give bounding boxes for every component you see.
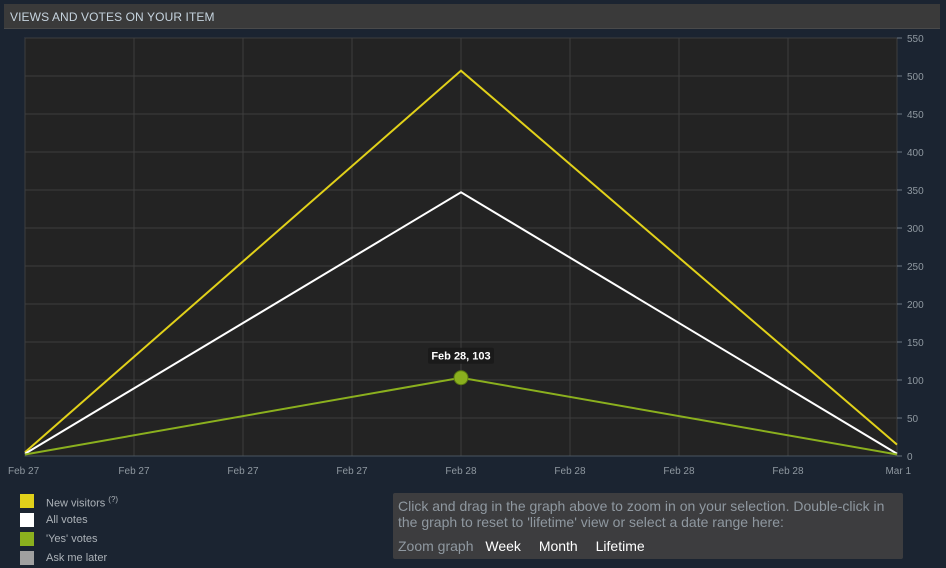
y-tick-label: 500: [907, 72, 924, 83]
legend-swatch: [20, 513, 34, 527]
legend-swatch: [20, 494, 34, 508]
legend-label: 'Yes' votes: [46, 533, 98, 545]
y-tick-label: 300: [907, 224, 924, 235]
zoom-panel: Click and drag in the graph above to zoo…: [393, 493, 903, 559]
zoom-instructions: Click and drag in the graph above to zoo…: [398, 498, 885, 530]
zoom-month-link[interactable]: Month: [538, 538, 578, 554]
series-line: [24, 69, 898, 453]
y-tick-label: 50: [907, 414, 919, 425]
y-tick-label: 550: [907, 34, 924, 45]
views-votes-chart[interactable]: 0 50 100 150 200 250 300 350 400 450 500 550 Feb 27 F…: [0, 28, 946, 478]
x-tick-label: Mar 1: [885, 466, 911, 477]
y-tick-label: 200: [907, 300, 924, 311]
x-tick-label: Feb 28: [772, 466, 804, 477]
x-tick-label: Feb 28: [445, 466, 477, 477]
tooltip-label: Feb 28, 103: [431, 351, 490, 363]
legend-label: All votes: [46, 514, 88, 526]
zoom-lifetime-link[interactable]: Lifetime: [595, 538, 645, 554]
y-tick-label: 350: [907, 186, 924, 197]
zoom-label: Zoom graph: [398, 538, 474, 554]
panel-title: VIEWS AND VOTES ON YOUR ITEM: [10, 10, 215, 24]
zoom-week-link[interactable]: Week: [485, 538, 521, 554]
y-tick-label: 400: [907, 148, 924, 159]
tooltip-box: [428, 347, 494, 364]
x-tick-label: Feb 27: [336, 466, 368, 477]
legend-label: New visitors: [46, 497, 106, 510]
y-tick-label: 100: [907, 376, 924, 387]
y-tick-label: 0: [907, 452, 913, 463]
x-tick-label: Feb 28: [663, 466, 695, 477]
x-tick-label: Feb 28: [554, 466, 586, 477]
panel-header: VIEWS AND VOTES ON YOUR ITEM: [4, 4, 940, 29]
y-tick-label: 150: [907, 338, 924, 349]
highlight-point: [453, 370, 469, 386]
x-tick-label: Feb 27: [8, 466, 40, 477]
x-tick-label: Feb 27: [227, 466, 259, 477]
help-icon[interactable]: (?): [108, 495, 119, 504]
y-tick-label: 450: [907, 110, 924, 121]
legend-swatch: [20, 532, 34, 546]
x-tick-label: Feb 27: [118, 466, 150, 477]
legend-label: Ask me later: [46, 552, 108, 564]
series-line: [24, 191, 898, 455]
chart-svg[interactable]: 0 50 100 150 200 250 300 350 400 450 500 550 Feb 27 F…: [0, 28, 946, 478]
legend-swatch: [20, 551, 34, 565]
y-tick-label: 250: [907, 262, 924, 273]
zoom-controls: Zoom graph Week Month Lifetime: [398, 538, 659, 554]
